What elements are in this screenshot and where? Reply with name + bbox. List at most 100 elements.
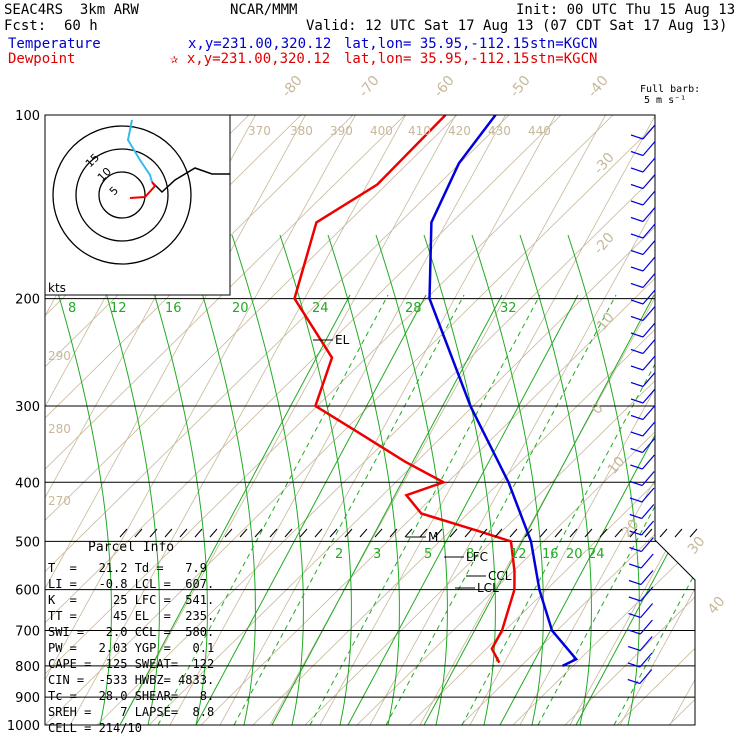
pressure-tick-label: 1000 — [7, 719, 40, 734]
isotherm-line — [569, 115, 695, 725]
profile-annotation: LFC — [466, 550, 488, 564]
wind-barb-staff — [639, 669, 653, 684]
isotherm-tick-label: -30 — [591, 150, 618, 178]
wind-barb-flag — [630, 249, 644, 256]
wind-barb-staff — [642, 141, 656, 156]
hodograph-unit-label: kts — [48, 281, 66, 295]
mixing-ratio-label: 3 — [373, 547, 381, 562]
mixing-ratio-line — [537, 294, 695, 725]
init-time: Init: 00 UTC Thu 15 Aug 13 — [516, 2, 736, 18]
theta-label: 270 — [48, 494, 71, 508]
wind-barb-staff — [642, 124, 656, 140]
dewpoint-latlon: lat,lon= 35.95,-112.15 — [344, 51, 530, 67]
theta-label: 410 — [408, 124, 431, 138]
hodograph-upper-trace — [126, 119, 153, 183]
dry-adiabat — [721, 115, 740, 725]
wind-barb-staff — [639, 636, 653, 651]
hatch-mark — [614, 528, 623, 538]
isotherm-line — [669, 115, 695, 725]
wind-barb-flag — [630, 464, 643, 470]
parcel-row: CIN = -533 HWBZ= 4833. — [48, 673, 215, 687]
isotherm-tick-label: -40 — [585, 73, 612, 101]
wind-barb-flag — [629, 513, 642, 520]
wind-barb-flag — [630, 134, 644, 140]
mixing-ratio-label: 2 — [335, 547, 343, 562]
moist-adiabat — [327, 234, 400, 725]
hatch-mark — [464, 528, 473, 538]
isotherm-tick-label: -20 — [591, 230, 618, 258]
dry-adiabat — [45, 115, 510, 725]
isotherm-line — [619, 115, 695, 725]
isotherm-tick-label: -50 — [507, 73, 534, 101]
dry-adiabat — [45, 115, 666, 725]
wind-barb-staff — [639, 652, 653, 668]
mixing-ratio-line — [575, 294, 695, 725]
theta-label: 390 — [330, 124, 353, 138]
wind-barb-flag — [630, 332, 644, 338]
wind-barb-staff — [642, 421, 656, 437]
moist-adiabat — [519, 234, 592, 725]
dry-adiabat — [45, 115, 406, 725]
mixing-ratio-label: 5 — [424, 547, 432, 562]
mixing-ratio-label: 32 — [500, 301, 517, 316]
wind-barb-staff — [641, 504, 655, 519]
wind-barb-flag — [628, 579, 642, 586]
parcel-row: TT = 45 EL = 235. — [48, 609, 215, 623]
mixing-ratio-label: 20 — [566, 547, 583, 562]
hatch-mark — [434, 528, 443, 538]
mixing-ratio-line — [385, 294, 617, 725]
wind-barb-staff — [642, 306, 656, 321]
mixing-ratio-label: 16 — [165, 301, 182, 316]
hatch-mark — [179, 528, 188, 538]
mixing-ratio-label: 12 — [110, 301, 127, 316]
wind-barb-staff — [642, 174, 656, 189]
barb-note-unit: 5 m s⁻¹ — [644, 95, 687, 106]
hatch-mark — [224, 528, 233, 538]
parcel-info-table: T = 21.2 Td = 7.9 LI = -0.8 LCL = 607. K =… — [48, 560, 214, 736]
mixing-ratio-label: 20 — [232, 301, 249, 316]
parcel-row: LI = -0.8 LCL = 607. — [48, 577, 215, 591]
pressure-tick-label: 900 — [15, 691, 40, 706]
isotherm-tick-label: -60 — [431, 73, 458, 101]
wind-barb-flag — [628, 629, 641, 635]
wind-barb-flag — [629, 497, 643, 503]
wind-barb-flag — [630, 447, 643, 454]
hatch-mark — [689, 528, 698, 538]
temperature-station: stn=KGCN — [530, 36, 598, 52]
dry-adiabat — [564, 115, 695, 725]
isotherm-tick-label: 30 — [685, 534, 709, 558]
hatch-mark — [284, 528, 293, 538]
profile-annotation: EL — [335, 333, 350, 347]
wind-barb-staff — [641, 520, 655, 536]
dry-adiabat — [408, 115, 695, 725]
hatch-mark — [299, 528, 308, 538]
wind-barb-flag — [630, 480, 643, 487]
pressure-tick-label: 600 — [15, 584, 40, 599]
wind-barb-flag — [629, 546, 642, 553]
hatch-mark — [164, 528, 173, 538]
wind-barb-staff — [640, 553, 654, 569]
pressure-tick-label: 300 — [15, 400, 40, 415]
hatch-mark — [119, 528, 128, 538]
hatch-mark — [644, 528, 653, 538]
mixing-ratio-label: 12 — [510, 547, 527, 562]
pressure-tick-label: 100 — [15, 109, 40, 124]
mixing-ratio-line — [195, 294, 427, 725]
wind-barb-staff — [642, 240, 656, 255]
wind-barb-staff — [640, 603, 654, 618]
dry-adiabat — [45, 115, 614, 725]
hatch-mark — [524, 528, 533, 538]
hatch-mark — [509, 528, 518, 538]
hatch-mark — [449, 528, 458, 538]
wind-barb-staff — [642, 339, 656, 354]
theta-label: 400 — [370, 124, 393, 138]
hatch-mark — [659, 528, 668, 538]
theta-label: 380 — [290, 124, 313, 138]
wind-barb-staff — [642, 405, 656, 420]
pressure-tick-label: 200 — [15, 293, 40, 308]
wind-barb-flag — [628, 612, 641, 619]
dry-adiabat — [45, 115, 354, 725]
mixing-ratio-label: 24 — [588, 547, 605, 562]
dry-adiabat — [45, 115, 562, 725]
wind-barb-staff — [639, 619, 653, 635]
